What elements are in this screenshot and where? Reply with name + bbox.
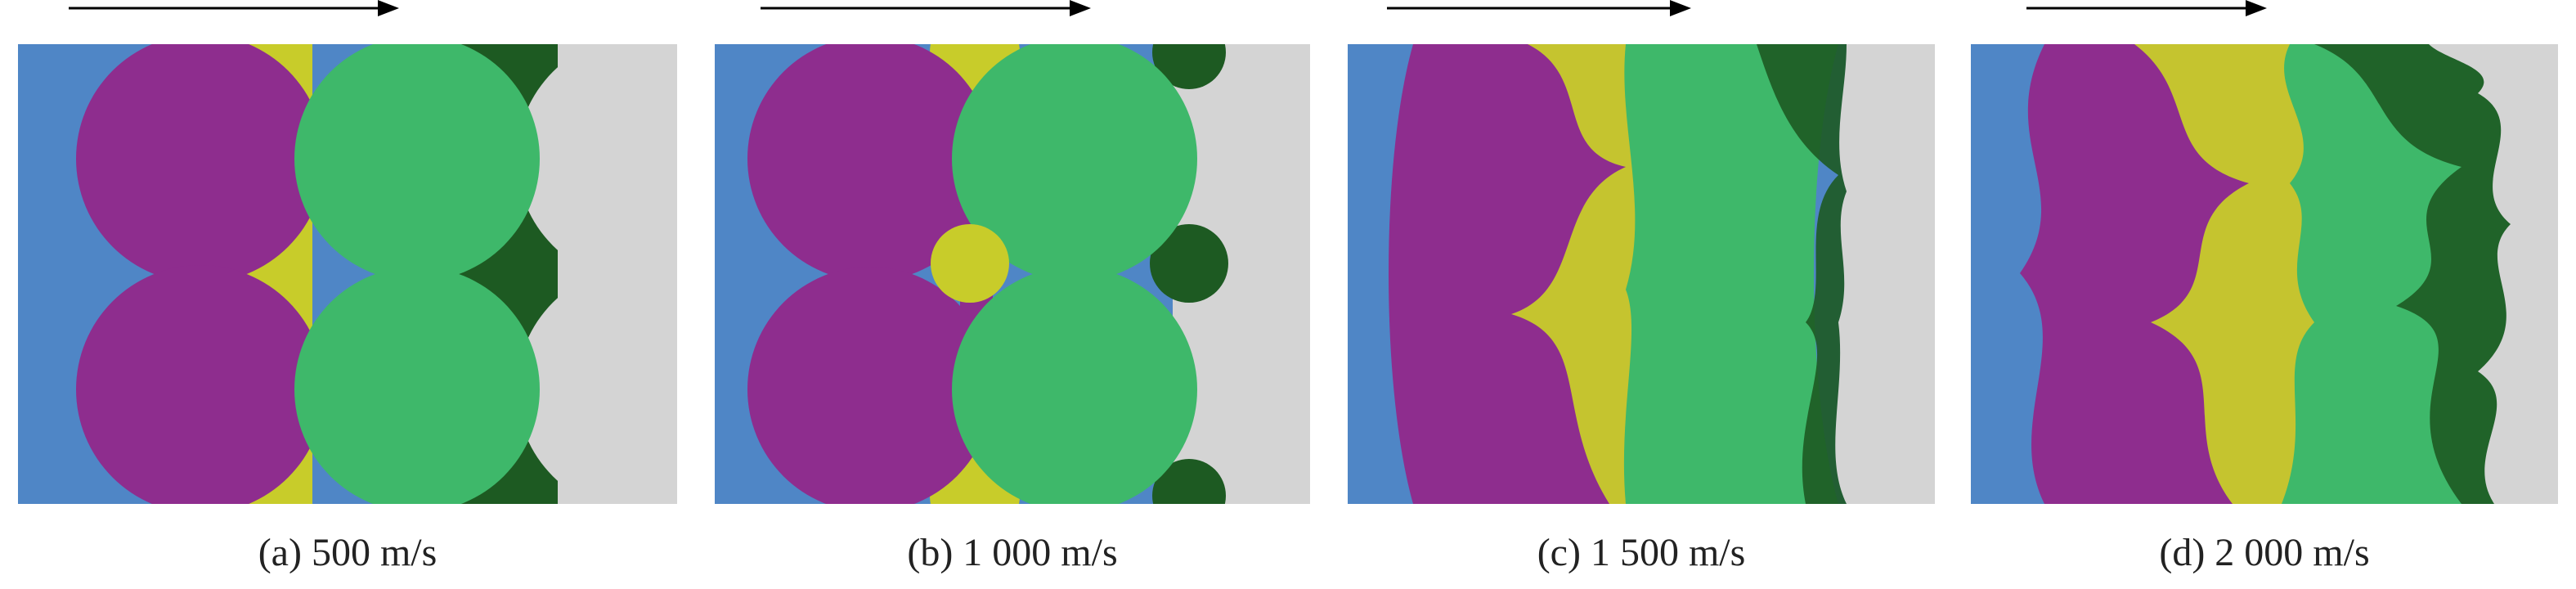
caption-d: (d) 2 000 m/s [2159, 531, 2370, 574]
simulation-image-a [18, 44, 677, 504]
caption-a: (a) 500 m/s [258, 531, 438, 574]
simulation-image-c [1348, 44, 1935, 504]
caption-c: (c) 1 500 m/s [1537, 531, 1746, 574]
flow-direction-arrow-a [69, 0, 399, 16]
panel-b: (b) 1 000 m/s [715, 0, 1310, 589]
flow-direction-arrow-b [761, 0, 1091, 16]
panel-a: (a) 500 m/s [18, 0, 677, 589]
panel-c: (c) 1 500 m/s [1348, 0, 1935, 589]
caption-b: (b) 1 000 m/s [907, 531, 1118, 574]
flow-direction-arrow-d [2026, 0, 2267, 16]
simulation-image-d [1971, 44, 2558, 504]
panel-d: (d) 2 000 m/s [1971, 0, 2558, 589]
simulation-image-b [715, 44, 1310, 504]
flow-direction-arrow-c [1387, 0, 1691, 16]
